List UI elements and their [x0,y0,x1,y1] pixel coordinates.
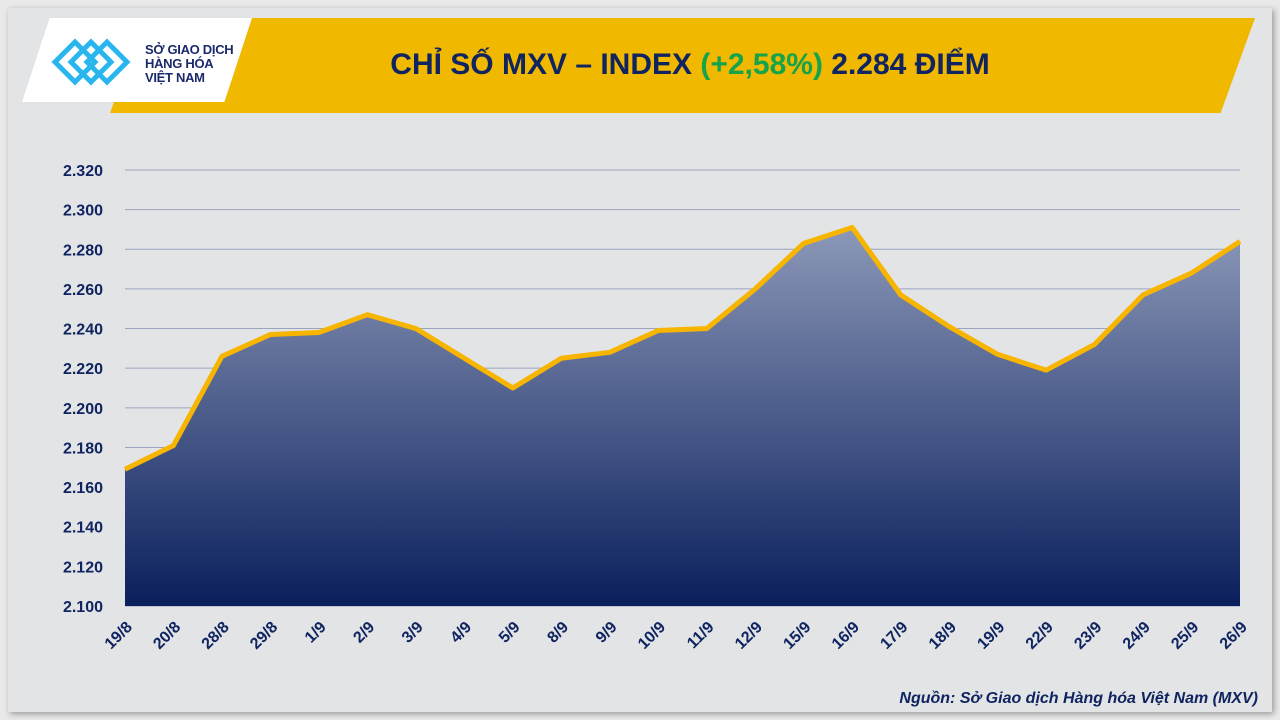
x-tick-label: 12/9 [732,619,766,653]
x-tick-label: 29/8 [247,619,281,653]
x-tick-label: 20/8 [150,619,184,653]
y-tick-label: 2.240 [63,322,103,339]
page-title: CHỈ SỐ MXV – INDEX (+2,58%) 2.284 ĐIỂM [250,48,1130,82]
y-tick-label: 2.180 [63,440,103,457]
title-banner [110,18,1255,113]
x-tick-label: 3/9 [399,619,427,647]
y-tick-label: 2.120 [63,559,103,576]
x-tick-label: 17/9 [877,619,911,653]
y-tick-label: 2.200 [63,401,103,418]
x-tick-label: 19/8 [102,619,136,653]
x-tick-label: 22/9 [1023,619,1057,653]
x-tick-label: 2/9 [350,619,378,647]
x-tick-label: 16/9 [829,619,863,653]
x-tick-label: 28/8 [199,619,233,653]
y-tick-label: 2.100 [63,599,103,616]
x-tick-label: 19/9 [974,619,1008,653]
x-tick-label: 5/9 [496,619,524,647]
x-tick-label: 8/9 [544,619,572,647]
logo-line: SỞ GIAO DỊCH [145,42,234,57]
x-tick-label: 25/9 [1168,619,1202,653]
x-tick-label: 10/9 [635,619,669,653]
area-fill [125,227,1240,607]
y-tick-label: 2.320 [63,163,103,180]
logo-line: HÀNG HÓA [145,56,214,71]
y-tick-label: 2.260 [63,282,103,299]
x-tick-label: 9/9 [593,619,621,647]
x-tick-label: 24/9 [1120,619,1154,653]
title-prefix: CHỈ SỐ MXV – INDEX [390,48,701,81]
y-tick-label: 2.140 [63,520,103,537]
x-tick-label: 18/9 [926,619,960,653]
y-tick-label: 2.300 [63,203,103,220]
y-tick-label: 2.160 [63,480,103,497]
x-tick-label: 23/9 [1071,619,1105,653]
y-tick-label: 2.280 [63,242,103,259]
mxv-logo-icon [51,38,131,86]
logo-line: VIỆT NAM [145,70,205,85]
series-line [123,224,1242,472]
x-tick-label: 1/9 [302,619,330,647]
x-tick-label: 11/9 [684,619,717,652]
title-change: (+2,58%) [700,48,823,81]
x-tick-label: 4/9 [447,619,475,647]
y-tick-label: 2.220 [63,361,103,378]
source-note: Nguồn: Sở Giao dịch Hàng hóa Việt Nam (M… [899,690,1258,707]
logo [22,18,252,102]
title-suffix: 2.284 ĐIỂM [822,48,990,81]
x-tick-label: 26/9 [1217,619,1251,653]
x-tick-label: 15/9 [780,619,814,653]
logo-text: SỞ GIAO DỊCH HÀNG HÓA VIỆT NAM [145,42,234,85]
